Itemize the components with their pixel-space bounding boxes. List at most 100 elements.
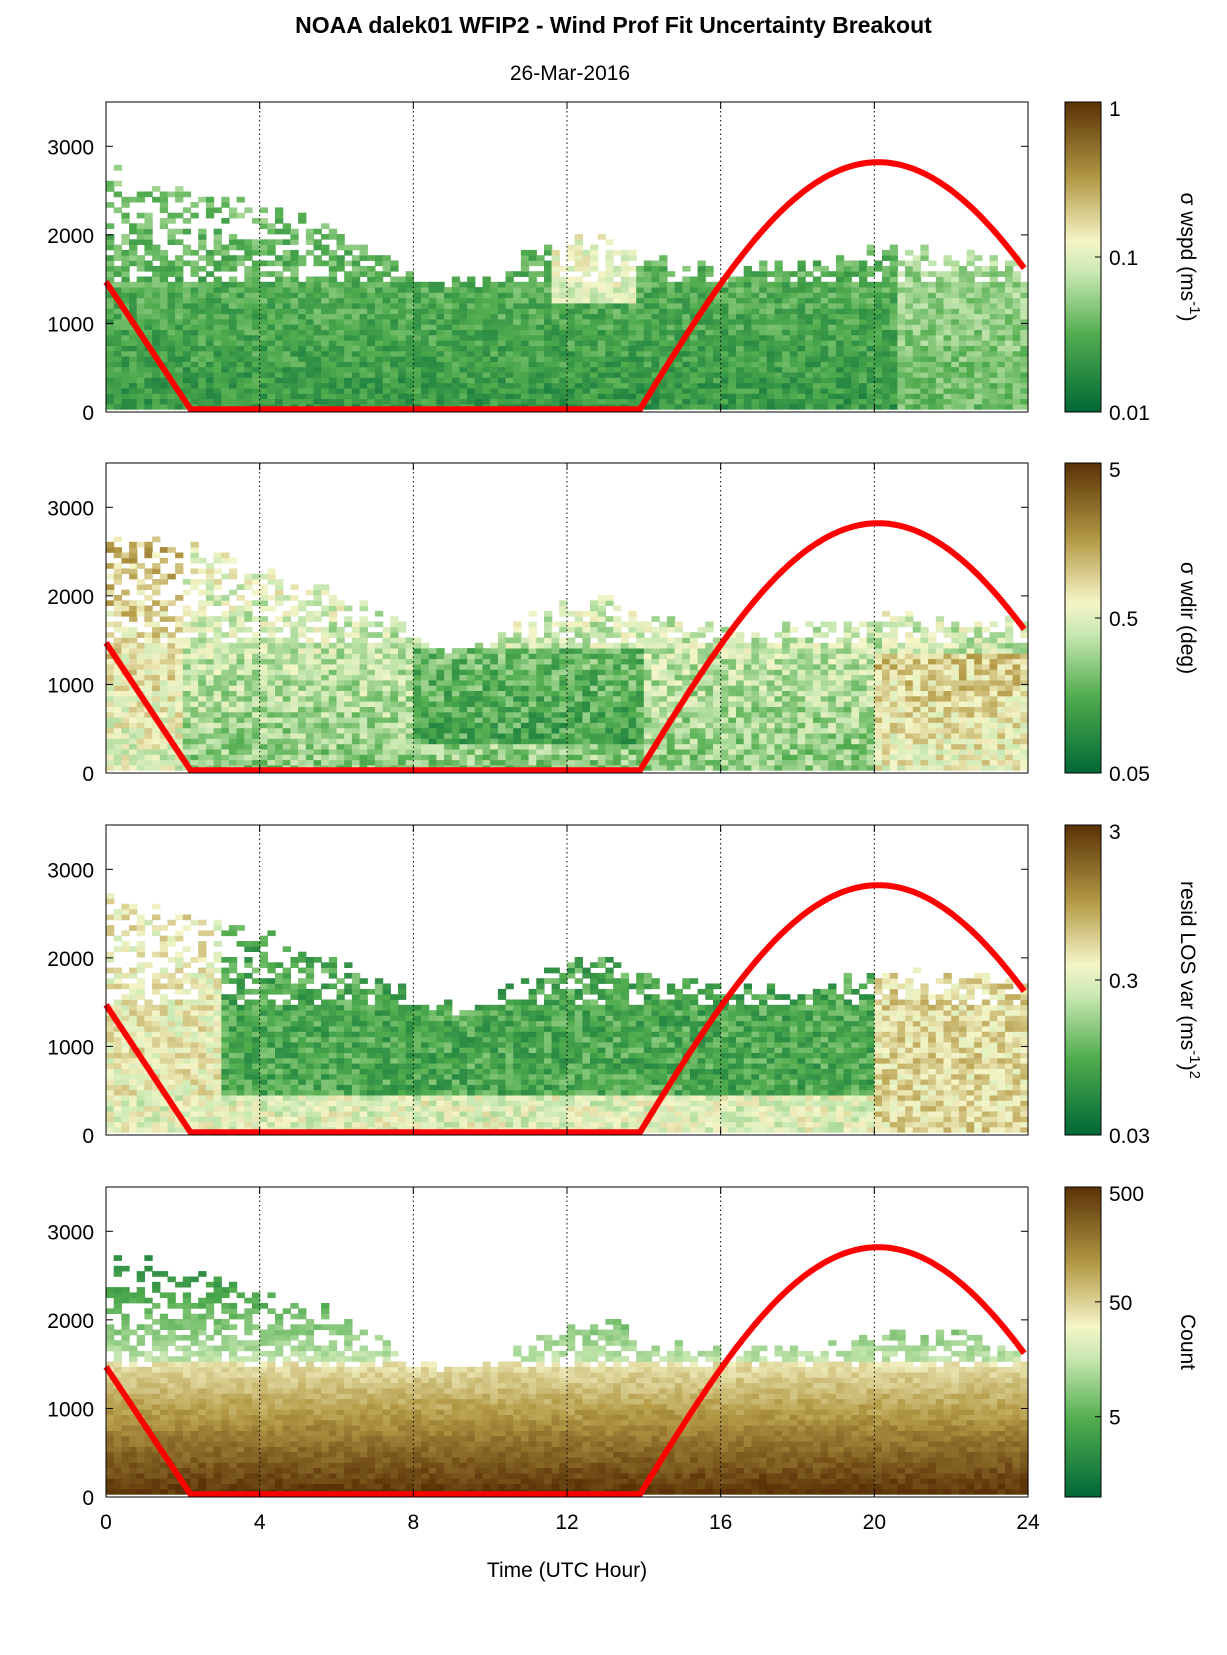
heatmap-cell: [797, 393, 806, 400]
heatmap-cell: [928, 303, 937, 309]
heatmap-cell: [444, 701, 453, 707]
heatmap-cell: [620, 329, 630, 336]
heatmap-cell: [321, 637, 330, 644]
heatmap-cell: [974, 382, 983, 389]
heatmap-cell: [574, 297, 583, 304]
heatmap-cell: [328, 265, 338, 272]
heatmap-cell: [267, 308, 276, 315]
heatmap-cell: [121, 626, 130, 633]
heatmap-cell: [129, 244, 138, 251]
heatmap-cell: [282, 733, 291, 739]
heatmap-cell: [390, 669, 399, 676]
heatmap-cell: [313, 754, 322, 761]
heatmap-cell: [551, 372, 560, 378]
heatmap-cell: [374, 722, 384, 729]
heatmap-cell: [159, 573, 169, 580]
heatmap-cell: [152, 377, 161, 384]
heatmap-cell: [359, 393, 368, 400]
heatmap-cell: [113, 664, 122, 670]
heatmap-cell: [766, 271, 776, 277]
heatmap-cell: [651, 308, 660, 315]
heatmap-cell: [121, 372, 130, 378]
heatmap-cell: [336, 345, 345, 352]
heatmap-cell: [490, 669, 499, 676]
heatmap-cell: [812, 319, 822, 325]
heatmap-cell: [451, 733, 461, 739]
heatmap-cell: [305, 398, 315, 405]
heatmap-cell: [620, 276, 630, 283]
heatmap-cell: [328, 292, 338, 299]
heatmap-cell: [336, 292, 345, 299]
heatmap-cell: [528, 361, 537, 368]
heatmap-cell: [451, 695, 461, 702]
heatmap-cell: [275, 356, 284, 362]
heatmap-cell: [989, 366, 998, 373]
heatmap-cell: [106, 324, 115, 330]
heatmap-cell: [989, 276, 998, 283]
heatmap-cell: [113, 754, 122, 761]
heatmap-cell: [221, 329, 230, 336]
heatmap-cell: [820, 366, 829, 373]
heatmap-cell: [567, 356, 576, 362]
heatmap-cell: [213, 733, 222, 739]
heatmap-cell: [643, 404, 653, 410]
heatmap-cell: [559, 297, 568, 304]
heatmap-cell: [697, 350, 706, 357]
heatmap-cell: [421, 669, 430, 676]
heatmap-cell: [651, 287, 660, 293]
heatmap-cell: [482, 717, 491, 723]
heatmap-cell: [198, 281, 207, 288]
heatmap-cell: [943, 303, 952, 309]
heatmap-cell: [244, 733, 253, 739]
heatmap-cell: [943, 313, 952, 320]
heatmap-cell: [205, 366, 215, 373]
heatmap-cell: [797, 366, 806, 373]
heatmap-cell: [989, 308, 998, 315]
heatmap-cell: [336, 658, 345, 665]
heatmap-cell: [905, 345, 914, 352]
heatmap-cell: [444, 759, 453, 766]
heatmap-cell: [444, 680, 453, 686]
heatmap-cell: [106, 404, 115, 410]
heatmap-cell: [205, 579, 215, 585]
heatmap-cell: [820, 361, 829, 368]
heatmap-cell: [367, 308, 376, 315]
heatmap-cell: [528, 308, 537, 315]
heatmap-cell: [474, 680, 484, 686]
heatmap-cell: [551, 361, 560, 368]
heatmap-cell: [367, 303, 376, 309]
heatmap-cell: [152, 265, 161, 272]
heatmap-cell: [421, 303, 430, 309]
heatmap-cell: [259, 350, 268, 357]
heatmap-cell: [1005, 265, 1014, 272]
heatmap-cell: [167, 234, 176, 240]
heatmap-cell: [905, 398, 914, 405]
heatmap-cell: [382, 743, 391, 750]
heatmap-cell: [651, 366, 660, 373]
heatmap-cell: [267, 228, 276, 235]
heatmap-cell: [467, 303, 476, 309]
heatmap-cell: [666, 345, 676, 352]
heatmap-cell: [651, 356, 660, 362]
heatmap-cell: [213, 738, 222, 745]
heatmap-cell: [328, 674, 338, 681]
heatmap-cell: [221, 685, 230, 691]
heatmap-cell: [728, 377, 737, 384]
heatmap-cell: [182, 589, 192, 596]
heatmap-cell: [205, 563, 215, 569]
heatmap-cell: [812, 329, 822, 336]
heatmap-cell: [497, 313, 507, 320]
heatmap-cell: [405, 345, 414, 352]
heatmap-cell: [344, 749, 353, 755]
heatmap-cell: [974, 345, 983, 352]
heatmap-cell: [213, 345, 222, 352]
heatmap-cell: [252, 287, 261, 293]
heatmap-cell: [451, 329, 461, 336]
heatmap-cell: [367, 759, 376, 766]
heatmap-cell: [989, 334, 998, 341]
heatmap-cell: [282, 223, 291, 229]
heatmap-cell: [751, 287, 760, 293]
heatmap-cell: [228, 722, 238, 729]
heatmap-cell: [628, 334, 637, 341]
heatmap-cell: [221, 706, 230, 713]
